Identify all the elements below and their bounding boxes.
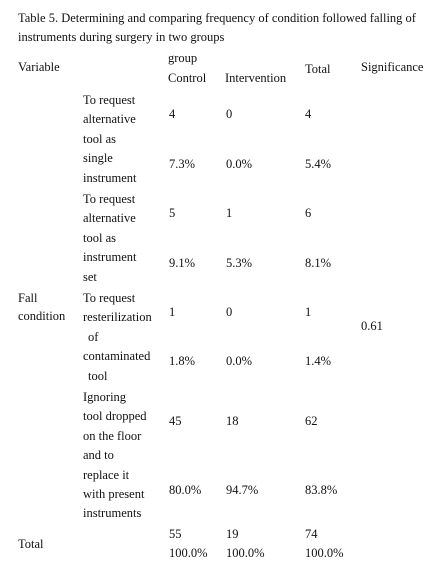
control-count: 55: [169, 527, 182, 541]
intervention-count: 0: [226, 107, 233, 121]
intervention-percent: 0.0%: [226, 157, 253, 171]
intervention-count: 18: [226, 414, 239, 428]
table-caption: Table 5. Determining and comparing frequ…: [18, 11, 416, 44]
control-percent: 1.8%: [169, 354, 196, 368]
condition-line: Ignoring: [83, 390, 127, 404]
condition-line: tool as: [83, 131, 116, 146]
condition-label: condition: [18, 309, 66, 323]
condition-line: To request: [83, 192, 136, 206]
intervention-percent: 0.0%: [226, 354, 253, 368]
control-percent: 80.0%: [169, 483, 202, 497]
intervention-percent: 5.3%: [226, 256, 253, 270]
control-percent: 7.3%: [169, 157, 196, 171]
intervention-count: 19: [226, 527, 239, 541]
condition-line: set: [83, 269, 97, 284]
total-count: 62: [305, 414, 318, 428]
intervention-percent: 100.0%: [226, 546, 265, 560]
condition-cell: Ignoring tool dropped on the floor and t…: [83, 388, 147, 524]
condition-line: and to: [83, 448, 114, 463]
intervention-percent: 94.7%: [226, 483, 259, 497]
condition-line: tool as: [83, 230, 116, 245]
control-count: 45: [169, 414, 182, 428]
condition-line: resterilization: [83, 310, 152, 325]
condition-line: of: [88, 329, 99, 344]
total-count: 74: [305, 527, 318, 541]
control-count: 4: [169, 107, 176, 121]
total-count: 4: [305, 107, 312, 121]
condition-line: on the floor: [83, 428, 142, 443]
total-percent: 100.0%: [305, 546, 344, 560]
condition-line: To request: [83, 291, 136, 305]
condition-line: single: [83, 151, 113, 166]
condition-line: instruments: [83, 506, 142, 521]
header-control: Control: [168, 71, 207, 85]
intervention-count: 0: [226, 305, 233, 319]
fall-label: Fall: [18, 291, 38, 305]
condition-line: instrument: [83, 170, 137, 185]
condition-line: contaminated: [83, 349, 151, 364]
condition-line: tool dropped: [83, 409, 147, 424]
condition-cell: To request alternative tool as instrumen…: [83, 190, 136, 287]
condition-line: instrument: [83, 250, 137, 265]
condition-line: alternative: [83, 211, 136, 226]
header-intervention: Intervention: [225, 71, 287, 85]
condition-line: with present: [83, 487, 145, 502]
control-percent: 9.1%: [169, 256, 196, 270]
intervention-count: 1: [226, 206, 233, 220]
total-percent: 5.4%: [305, 157, 332, 171]
total-percent: 1.4%: [305, 354, 332, 368]
condition-cell: To request alternative tool as single in…: [83, 91, 136, 188]
header-variable: Variable: [18, 60, 60, 74]
condition-line: replace it: [83, 467, 130, 482]
total-row-label: Total: [18, 537, 44, 551]
total-count: 6: [305, 206, 312, 220]
condition-line: tool: [88, 368, 108, 383]
significance-value: 0.61: [361, 319, 383, 333]
total-percent: 8.1%: [305, 256, 332, 270]
control-count: 1: [169, 305, 176, 319]
condition-line: To request: [83, 93, 136, 107]
header-group: group: [168, 51, 198, 65]
control-percent: 100.0%: [169, 546, 208, 560]
header-total: Total: [305, 62, 331, 76]
condition-cell: To request resterilization of contaminat…: [83, 289, 152, 386]
total-percent: 83.8%: [305, 483, 338, 497]
total-count: 1: [305, 305, 312, 319]
control-count: 5: [169, 206, 176, 220]
header-significance: Significance: [361, 60, 424, 74]
condition-line: alternative: [83, 112, 136, 127]
